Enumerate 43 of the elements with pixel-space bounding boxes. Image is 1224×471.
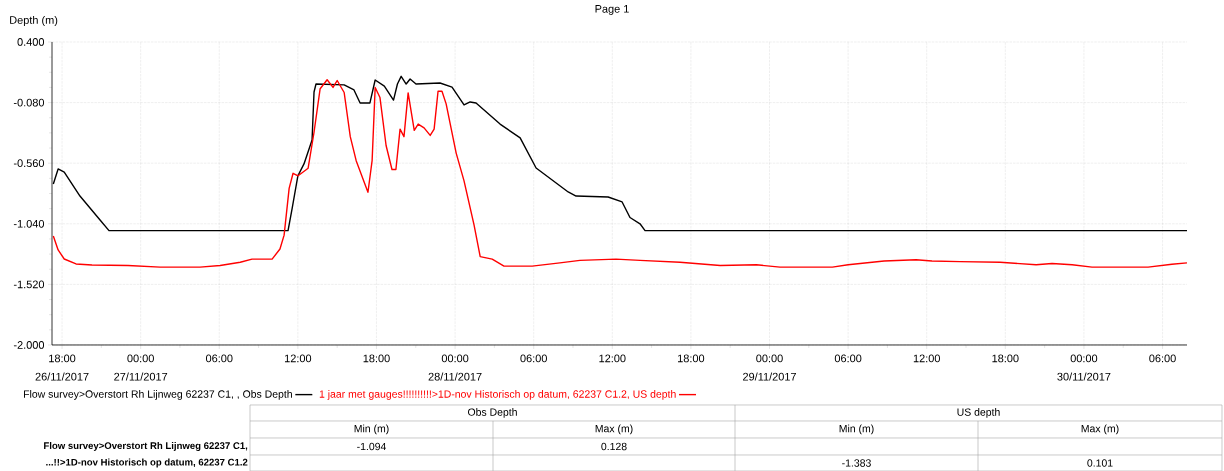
y-axis-title: Depth (m): [10, 15, 58, 27]
text: Min (m): [354, 424, 389, 435]
x-tick-label: 06:00: [520, 354, 547, 363]
text: 29/11/2017: [743, 372, 796, 381]
y-tick-label: 0.400: [17, 38, 45, 46]
line-series: [52, 79, 1188, 268]
x-tick-label: 18:00: [678, 354, 705, 363]
y-tick-label: -0.080: [13, 98, 45, 107]
text: -1.094: [357, 442, 387, 451]
text: 26/11/2017: [35, 372, 89, 381]
x-tick-label: 06:00: [205, 354, 233, 363]
x-tick-label: 00:00: [441, 354, 469, 363]
x-tick-label: 18:00: [363, 354, 390, 363]
text: Max (m): [1081, 424, 1119, 435]
x-tick-label: 18:00: [49, 354, 76, 363]
text: 0.128: [601, 442, 627, 451]
text: Obs Depth: [468, 408, 517, 418]
text: -1.383: [842, 459, 871, 467]
text: 0.101: [1087, 459, 1113, 467]
x-tick-label: 00:00: [127, 354, 154, 363]
y-tick-label: -1.040: [13, 219, 45, 228]
x-tick-label: 06:00: [834, 354, 862, 363]
text: 30/11/2017: [1057, 372, 1111, 381]
x-tick-label: 18:00: [992, 354, 1019, 363]
text: Flow survey>Overstort Rh Lijnweg 62237 C1,: [44, 442, 248, 451]
y-tick-label: -1.520: [13, 280, 45, 289]
chart-title: Page 1: [595, 5, 629, 15]
x-tick-label: 06:00: [1149, 354, 1176, 363]
legend-label: Flow survey>Overstort Rh Lijnweg 62237 C1, , Obs Depth: [24, 390, 292, 400]
text: Max (m): [595, 424, 633, 435]
text: 28/11/2017: [428, 372, 482, 381]
text: US depth: [957, 408, 1000, 418]
x-tick-label: 00:00: [756, 354, 783, 363]
text: Min (m): [839, 424, 874, 435]
x-tick-label: 12:00: [913, 354, 940, 363]
y-tick-label: -0.560: [13, 159, 45, 168]
x-tick-label: 00:00: [1070, 354, 1098, 363]
text: 27/11/2017: [114, 372, 168, 381]
y-tick-label: -2.000: [13, 341, 45, 349]
text: ...!!>1D-nov Historisch op datum, 62237 C1.2: [46, 458, 248, 468]
x-tick-label: 12:00: [599, 354, 626, 363]
x-tick-label: 12:00: [284, 354, 312, 363]
legend-label: 1 jaar met gauges!!!!!!!!!!>1D-nov Historisch op datum, 62237 C1.2, US depth: [319, 390, 676, 400]
